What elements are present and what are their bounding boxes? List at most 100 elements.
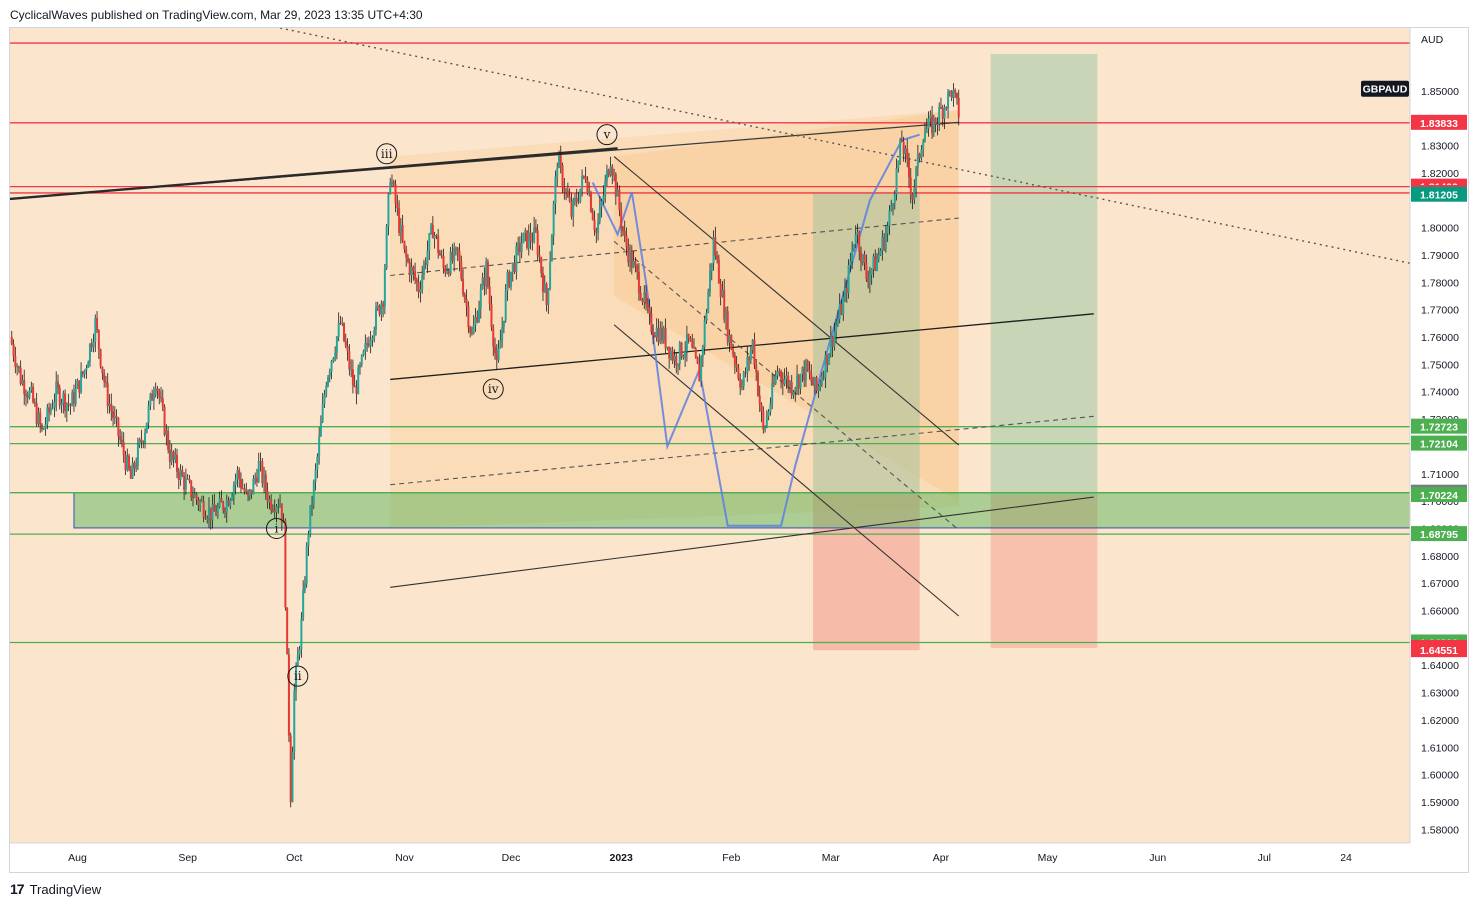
time-tick-label: 2023 xyxy=(609,852,633,864)
candle-body xyxy=(520,242,523,252)
candle-body xyxy=(298,649,301,655)
candle-body xyxy=(707,291,710,313)
candle-body xyxy=(836,319,839,326)
candle-body xyxy=(364,343,367,351)
candle-body xyxy=(559,155,562,166)
candle-body xyxy=(67,403,70,405)
candle-body xyxy=(876,259,879,271)
target-stop-zone xyxy=(990,494,1098,649)
candle-body xyxy=(478,308,481,322)
candle-body xyxy=(526,230,529,248)
candle-body xyxy=(186,478,189,480)
candle-body xyxy=(378,305,381,315)
candle-body xyxy=(691,341,694,348)
candle-body xyxy=(26,395,29,398)
candle-body xyxy=(430,224,433,234)
candle-body xyxy=(382,303,385,307)
candle-body xyxy=(815,377,818,391)
candle-body xyxy=(289,735,292,803)
candle-body xyxy=(570,201,573,217)
candle-body xyxy=(222,502,225,511)
candle-body xyxy=(602,195,605,202)
candle-body xyxy=(108,404,111,407)
candle-body xyxy=(609,166,612,176)
candle-body xyxy=(476,317,479,322)
candle-body xyxy=(952,89,955,98)
falling-channel-mid xyxy=(613,240,960,531)
price-chart[interactable]: iiiiiiivvAUD1.580001.590001.600001.61000… xyxy=(10,28,1468,872)
candle-body xyxy=(17,366,20,368)
price-tick-label: 1.64000 xyxy=(1421,660,1459,672)
price-tag-box xyxy=(1411,186,1467,202)
time-tick-label: Aug xyxy=(68,852,87,864)
candle-body xyxy=(625,235,628,247)
price-tick-label: 1.67000 xyxy=(1421,578,1459,590)
candle-body xyxy=(943,107,946,119)
candle-body xyxy=(740,386,743,388)
candle-body xyxy=(350,369,353,371)
candle-body xyxy=(348,351,351,370)
candle-body xyxy=(438,252,441,256)
candle-body xyxy=(257,461,260,483)
price-tag-box xyxy=(1411,435,1467,451)
candle-body xyxy=(705,312,708,321)
candle-body xyxy=(618,189,621,210)
candle-body xyxy=(183,476,186,490)
price-tick-label: 1.59000 xyxy=(1421,797,1459,809)
falling-channel-upper xyxy=(613,156,960,446)
candle-body xyxy=(60,403,63,406)
wave-label-circle-ii xyxy=(287,665,309,687)
candle-body xyxy=(513,262,516,272)
candle-body xyxy=(311,504,314,506)
candle-body xyxy=(399,225,402,234)
candle-body xyxy=(359,364,361,368)
candle-body xyxy=(97,330,100,350)
candle-body xyxy=(716,255,719,260)
candle-body xyxy=(80,371,83,393)
candle-body xyxy=(579,188,582,202)
candle-body xyxy=(572,199,575,217)
candle-body xyxy=(849,261,852,266)
candle-body xyxy=(81,371,84,375)
candle-body xyxy=(941,108,944,119)
candle-body xyxy=(387,193,390,227)
candle-body xyxy=(868,274,871,283)
time-tick-label: Jun xyxy=(1149,852,1166,864)
candle-body xyxy=(556,167,559,177)
candle-body xyxy=(332,357,335,362)
candle-body xyxy=(549,261,552,289)
chart-panel[interactable]: i ii iii iv v AUD 1.58000 1.59000 1.60000 1.61000… xyxy=(9,27,1469,873)
candle-body xyxy=(71,392,74,407)
candle-body xyxy=(744,372,747,374)
candle-body xyxy=(140,439,143,443)
wave-label-circle-iv xyxy=(482,378,504,400)
candle-body xyxy=(788,382,791,388)
candle-body xyxy=(321,403,324,422)
candle-body xyxy=(275,506,278,512)
candle-body xyxy=(406,257,409,262)
wave-projection-path xyxy=(591,133,920,527)
candle-body xyxy=(318,436,321,457)
candle-body xyxy=(412,266,415,272)
candle-body xyxy=(872,256,875,270)
candle-body xyxy=(42,428,45,430)
candle-body xyxy=(637,271,640,293)
candle-body xyxy=(712,237,715,264)
candle-body xyxy=(824,354,827,378)
candle-body xyxy=(817,385,820,391)
candle-body xyxy=(435,235,438,237)
candle-body xyxy=(844,287,847,298)
candle-body xyxy=(581,176,584,189)
candle-body xyxy=(410,266,413,276)
candle-body xyxy=(160,397,163,399)
candle-body xyxy=(190,480,193,498)
candle-body xyxy=(35,403,38,425)
price-axis-currency: AUD xyxy=(1421,34,1444,46)
candle-body xyxy=(545,283,548,305)
candle-body xyxy=(920,149,923,159)
candle-body xyxy=(781,378,784,385)
candle-body xyxy=(897,160,900,169)
candle-body xyxy=(689,338,692,342)
candle-body xyxy=(314,469,317,482)
candle-body xyxy=(207,507,210,519)
